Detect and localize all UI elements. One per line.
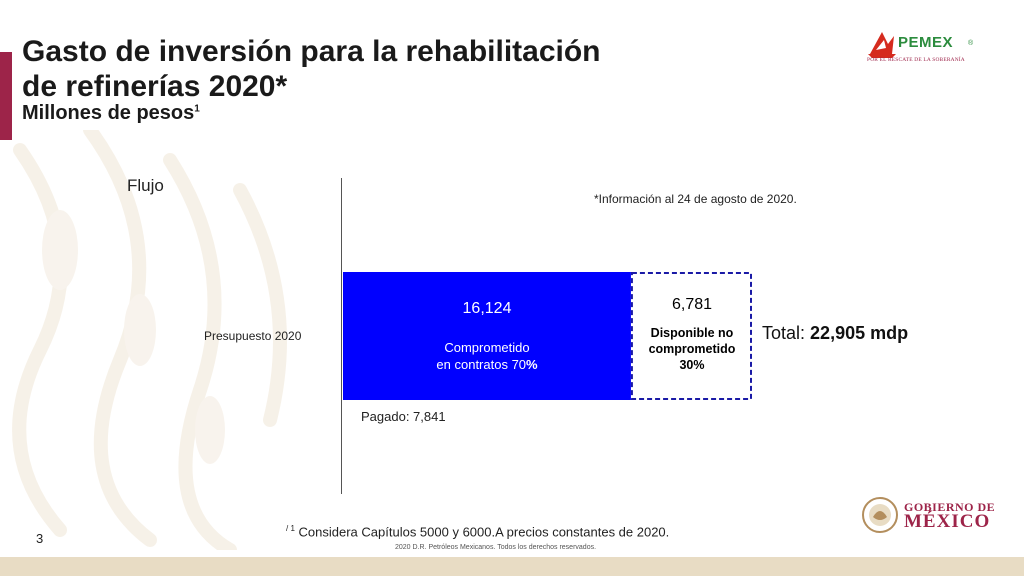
- mexico-seal-icon: [862, 497, 898, 533]
- available-desc-line2: comprometido: [648, 342, 736, 356]
- pemex-tagline: POR EL RESCATE DE LA SOBERANÍA: [867, 57, 965, 63]
- bar-segment-available: [630, 272, 753, 400]
- bar-segment-committed: [343, 272, 631, 400]
- copyright-text: 2020 D.R. Petróleos Mexicanos. Todos los…: [395, 544, 597, 551]
- paid-label: Pagado: 7,841: [361, 409, 446, 424]
- footer-band: [0, 557, 1024, 576]
- pemex-registered-mark: ®: [968, 40, 974, 47]
- background-ornament: [12, 130, 287, 550]
- axis-label-flujo: Flujo: [127, 176, 164, 195]
- page-number: 3: [36, 531, 44, 546]
- available-value-label: 6,781: [671, 296, 713, 313]
- available-desc-line3: 30%: [679, 358, 705, 372]
- total-value: 22,905 mdp: [810, 323, 909, 343]
- available-desc-line1: Disponible no: [650, 326, 734, 340]
- committed-desc-line1: Comprometido: [444, 340, 530, 355]
- committed-description: Comprometido en contratos 70%: [343, 339, 631, 373]
- committed-value-label: 16,124: [462, 300, 512, 317]
- title-line-1: Gasto de inversión para la rehabilitació…: [22, 35, 601, 68]
- committed-desc-percent-sign: %: [526, 357, 538, 372]
- footnote: / 1 Considera Capítulos 5000 y 6000.A pr…: [286, 524, 669, 539]
- category-label: Presupuesto 2020: [204, 329, 302, 343]
- title-line-2: de refinerías 2020*: [22, 70, 288, 103]
- gov-logo-line2: MÉXICO: [904, 511, 991, 532]
- pemex-wordmark: PEMEX: [898, 34, 954, 51]
- accent-bar: [0, 52, 12, 140]
- page-subtitle: Millones de pesos1: [22, 102, 200, 125]
- footnote-text: Considera Capítulos 5000 y 6000.A precio…: [298, 524, 670, 540]
- subtitle-footnote-mark: 1: [194, 103, 200, 115]
- gov-logo-line1: GOBIERNO DE: [904, 500, 996, 514]
- committed-desc-line2: en contratos 70: [436, 357, 527, 372]
- available-description: Disponible no comprometido 30%: [632, 325, 752, 373]
- pemex-eagle-icon: [868, 32, 896, 58]
- total-label: Total: 22,905 mdp: [762, 323, 908, 344]
- total-prefix: Total:: [762, 323, 806, 343]
- pemex-logo: [868, 32, 896, 58]
- subtitle-text: Millones de pesos: [22, 102, 195, 124]
- footnote-mark: / 1: [286, 524, 295, 533]
- info-date-note: *Información al 24 de agosto de 2020.: [594, 192, 797, 206]
- page-title: Gasto de inversión para la rehabilitació…: [22, 34, 601, 104]
